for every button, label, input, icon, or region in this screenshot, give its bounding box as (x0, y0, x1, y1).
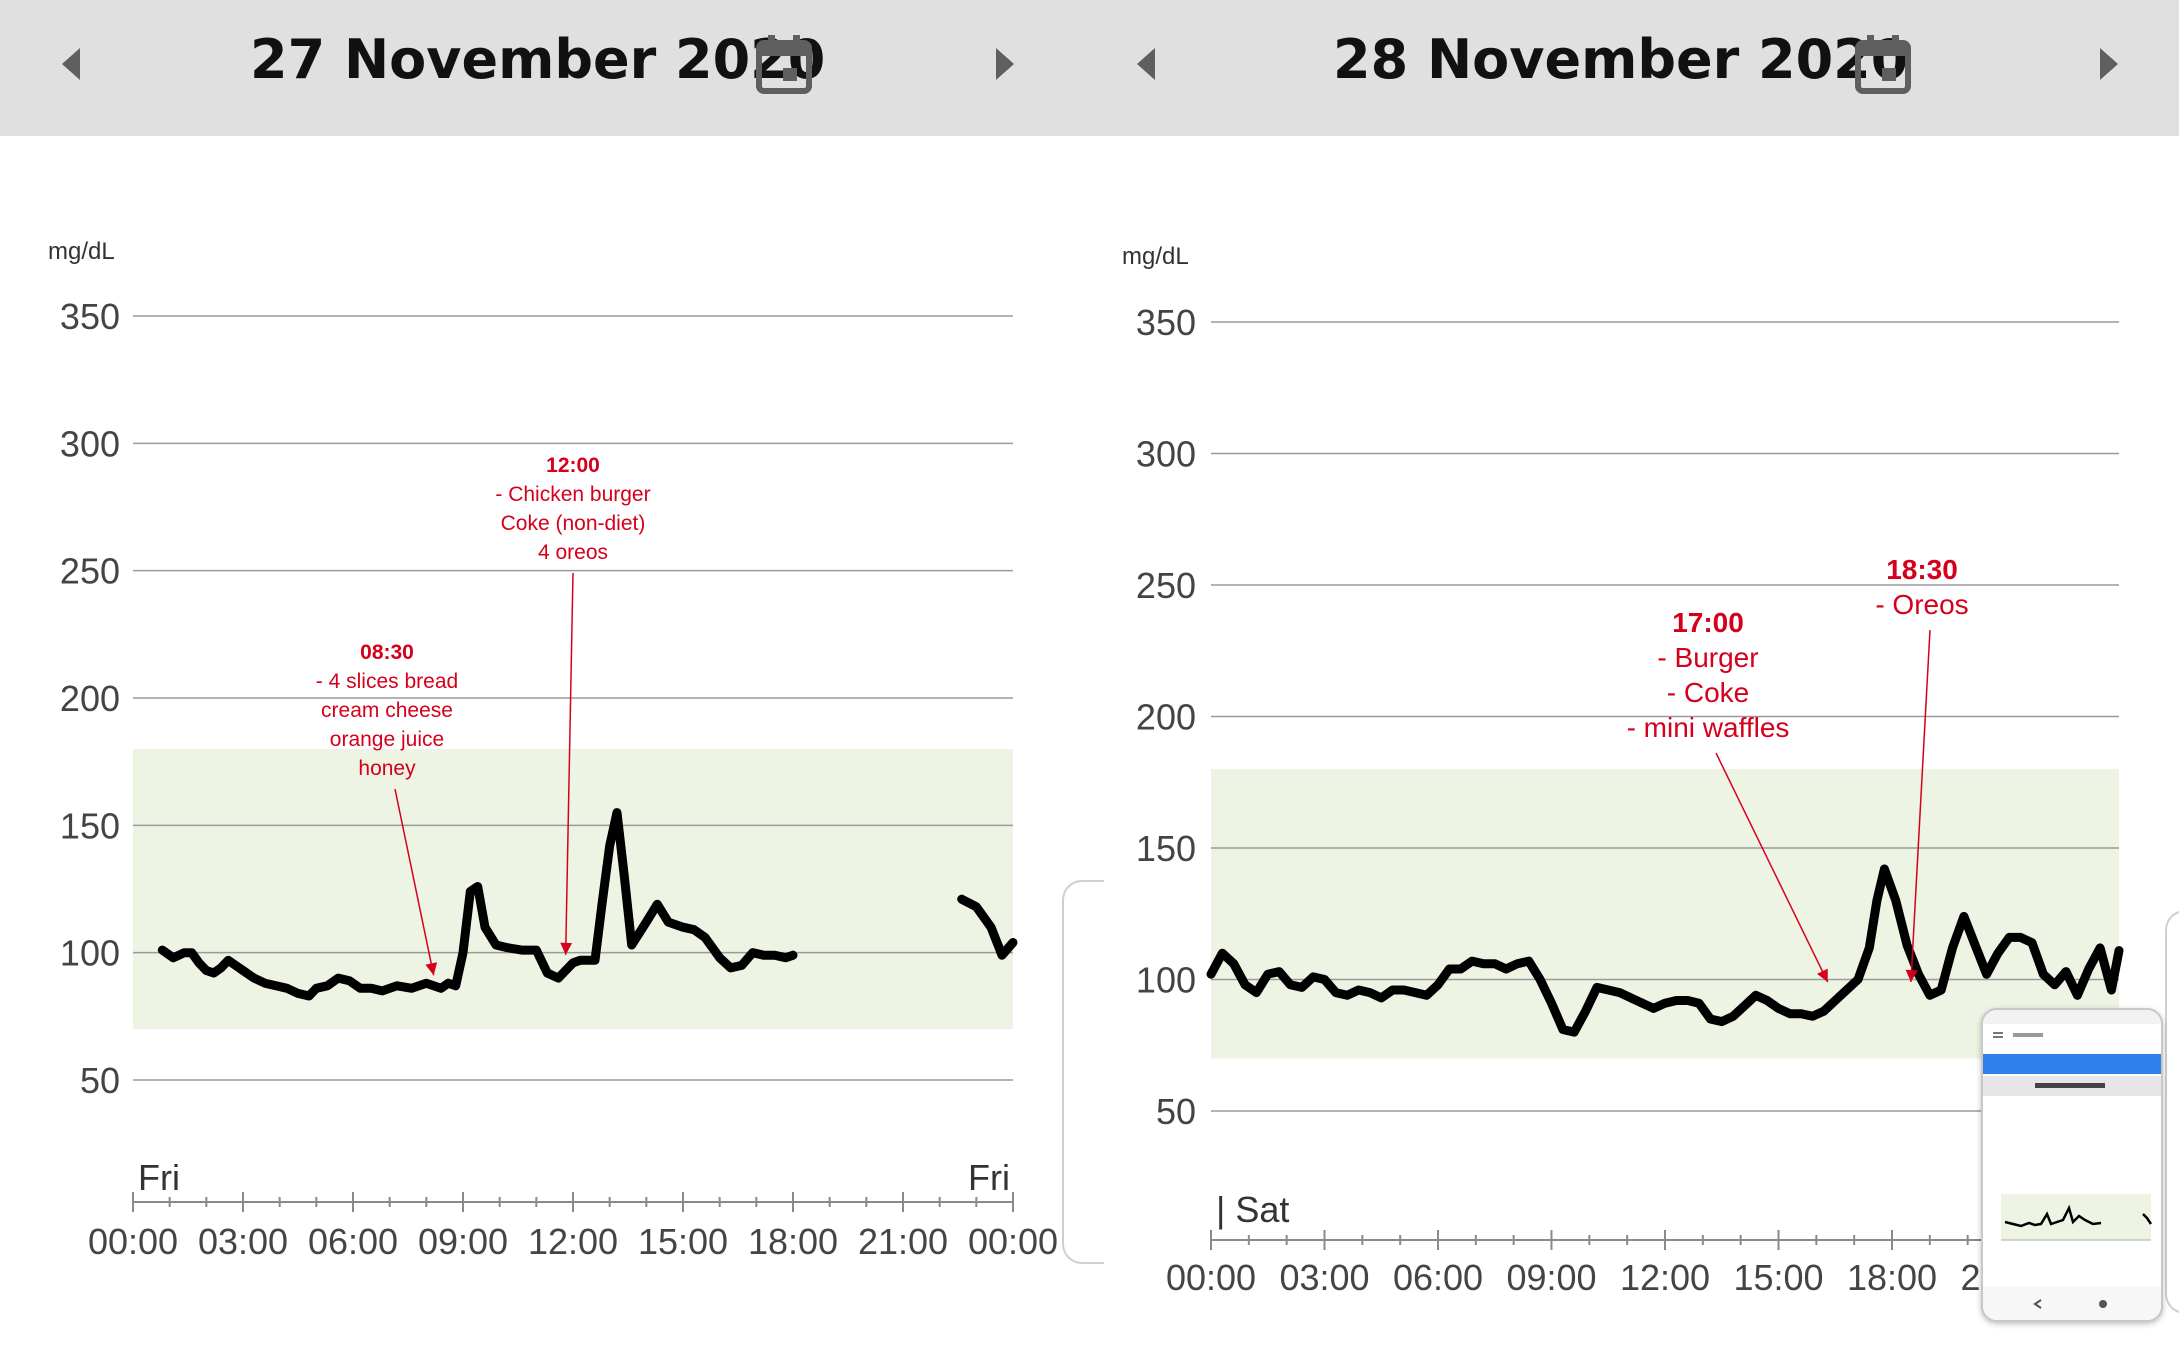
glucose-series-line (157, 808, 798, 1001)
chevron-left-icon[interactable] (62, 48, 80, 80)
y-tick-label: 300 (60, 423, 120, 464)
day-label: Fri (138, 1157, 180, 1198)
day-panel-nov-28: 28 November 2020 mg/dL 50 100 150 200 250 300… (1075, 0, 2179, 1354)
x-tick-label: 06:00 (308, 1221, 398, 1262)
y-tick-label: 200 (60, 678, 120, 719)
date-title: 27 November 2020 (250, 28, 826, 91)
annotation-time: 17:00 (1672, 607, 1744, 638)
annotation-text: - 4 slices bread (316, 670, 458, 693)
calendar-icon[interactable] (1855, 34, 1911, 94)
y-tick-label: 250 (60, 551, 120, 592)
scroll-edge (2165, 910, 2179, 1314)
x-tick-label: 12:00 (1620, 1257, 1710, 1298)
y-tick-label: 50 (1156, 1091, 1196, 1132)
scroll-edge (1062, 880, 1104, 1264)
annotation-text: - Coke (1667, 677, 1749, 708)
target-range-band (1211, 769, 2119, 1059)
y-unit-label: mg/dL (1122, 243, 1189, 270)
glucose-series-line (957, 894, 1018, 960)
date-title: 28 November 2020 (1333, 28, 1909, 91)
annotation-text: - Burger (1657, 642, 1758, 673)
y-tick-label: 200 (1136, 697, 1196, 738)
chevron-right-icon[interactable] (996, 48, 1014, 80)
x-tick-label: 21:00 (858, 1221, 948, 1262)
calendar-icon[interactable] (756, 34, 812, 94)
glucose-chart-nov-28: 50 100 150 200 250 300 350 00:00 03:00 06:00 09:00… (1136, 302, 2124, 1298)
x-tick-label: 03:00 (198, 1221, 288, 1262)
x-tick-label: 15:00 (638, 1221, 728, 1262)
chevron-left-icon[interactable] (1137, 48, 1155, 80)
y-tick-label: 50 (80, 1060, 120, 1101)
x-tick-label: 00:00 (968, 1221, 1058, 1262)
annotation-text: orange juice (330, 728, 444, 751)
annotation-text: Coke (non-diet) (501, 512, 646, 535)
annotation-arrow (1715, 752, 1829, 983)
glucose-series-line (1206, 864, 2124, 1037)
annotation-arrowhead (1905, 969, 1918, 982)
day-label: Fri (968, 1157, 1010, 1198)
x-tick-label: 00:00 (88, 1221, 178, 1262)
x-tick-label: 12:00 (528, 1221, 618, 1262)
y-tick-label: 150 (60, 805, 120, 846)
y-tick-label: 300 (1136, 434, 1196, 475)
annotation-arrowhead (1817, 968, 1828, 982)
x-tick-label: 09:00 (1506, 1257, 1596, 1298)
y-tick-label: 100 (1136, 960, 1196, 1001)
annotation-text: cream cheese (321, 699, 453, 722)
annotation-time: 18:30 (1886, 554, 1958, 585)
annotation-text: - mini waffles (1627, 712, 1790, 743)
day-panel-nov-27: 27 November 2020 mg/dL 50 100 150 200 250 300… (0, 0, 1104, 1354)
x-tick-label: 18:00 (1847, 1257, 1937, 1298)
y-tick-label: 250 (1136, 565, 1196, 606)
glucose-chart-nov-27: 50 100 150 200 250 300 350 00:00 03:00 06:00 09:00… (60, 296, 1058, 1262)
screenshot-thumbnail[interactable] (1981, 1008, 2163, 1322)
x-tick-label: 18:00 (748, 1221, 838, 1262)
annotation-time: 12:00 (546, 454, 600, 477)
annotation-text: 4 oreos (538, 541, 608, 564)
annotation-arrowhead (560, 942, 573, 955)
y-tick-label: 350 (60, 296, 120, 337)
chevron-right-icon[interactable] (2100, 48, 2118, 80)
annotation-arrow (394, 788, 435, 976)
annotation-time: 08:30 (360, 641, 414, 664)
x-tick-label: 03:00 (1279, 1257, 1369, 1298)
y-tick-label: 350 (1136, 302, 1196, 343)
annotation-text: honey (358, 757, 416, 780)
day-label: | Sat (1216, 1189, 1289, 1230)
annotation-arrow (1910, 629, 1931, 983)
annotation-text: - Oreos (1875, 589, 1968, 620)
annotation-arrow (564, 572, 574, 955)
x-tick-label: 00:00 (1166, 1257, 1256, 1298)
x-tick-label: 06:00 (1393, 1257, 1483, 1298)
date-header: 27 November 2020 (0, 0, 1075, 136)
annotation-text: - Chicken burger (495, 483, 650, 506)
x-tick-label: 09:00 (418, 1221, 508, 1262)
annotation-arrowhead (425, 962, 438, 976)
x-tick-label: 15:00 (1733, 1257, 1823, 1298)
date-header: 28 November 2020 (1075, 0, 2179, 136)
y-tick-label: 150 (1136, 828, 1196, 869)
y-unit-label: mg/dL (48, 238, 115, 265)
y-tick-label: 100 (60, 933, 120, 974)
